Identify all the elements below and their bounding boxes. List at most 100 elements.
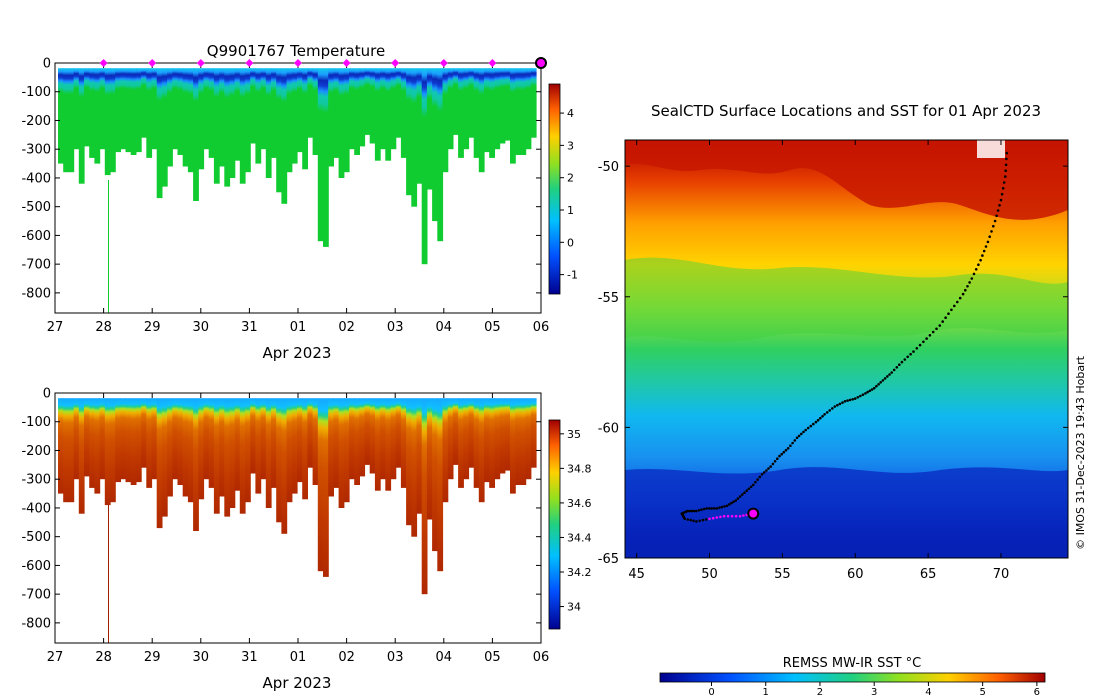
- profile-column: [478, 398, 485, 503]
- profile-column: [338, 68, 345, 178]
- x-tick-label: 06: [533, 320, 550, 335]
- profile-column: [234, 398, 241, 491]
- track-point: [705, 507, 708, 510]
- profile-column: [291, 68, 298, 164]
- profile-column: [213, 398, 220, 514]
- track-point: [1002, 181, 1006, 184]
- track-point: [864, 392, 867, 395]
- track-point: [935, 327, 938, 331]
- track-point: [749, 485, 753, 489]
- profile-column: [182, 398, 189, 497]
- profile-column: [390, 68, 397, 150]
- sst-green-front: [625, 257, 1068, 342]
- profile-column: [135, 68, 142, 153]
- track-point: [754, 480, 757, 484]
- track-point: [1005, 157, 1008, 161]
- track-point: [741, 493, 744, 496]
- profile-column: [177, 398, 184, 485]
- profile-column: [260, 398, 267, 480]
- track-point: [698, 519, 701, 523]
- map-x-tick-label: 65: [920, 567, 937, 582]
- x-tick-label: 28: [95, 320, 112, 335]
- track-point: [738, 514, 742, 518]
- profile-marker: [488, 59, 497, 67]
- track-point: [888, 373, 891, 376]
- track-point: [993, 219, 997, 223]
- track-point: [745, 489, 748, 493]
- track-point: [689, 518, 692, 522]
- track-point: [836, 403, 839, 407]
- profile-column: [489, 68, 495, 158]
- track-point: [793, 439, 797, 442]
- track-point: [953, 304, 956, 308]
- profile-column: [494, 398, 501, 480]
- colorbar-tick-label: -1: [567, 269, 578, 282]
- track-point: [789, 444, 792, 448]
- colorbar-tick-label: 34: [567, 601, 581, 614]
- track-point: [778, 454, 781, 458]
- track-point: [879, 381, 882, 384]
- profile-column: [58, 398, 64, 494]
- track-point: [722, 514, 726, 518]
- profile-column: [525, 398, 532, 480]
- sst-cold-band: [625, 467, 1068, 558]
- track-point: [1004, 169, 1007, 172]
- profile-column: [156, 398, 163, 529]
- profile-column: [89, 68, 95, 158]
- profile-column: [156, 68, 163, 199]
- profile-column: [385, 68, 392, 161]
- track-point: [941, 320, 944, 323]
- profile-column: [68, 68, 75, 173]
- profile-column: [447, 68, 454, 150]
- y-tick-label: -800: [21, 616, 51, 631]
- y-tick-label: -400: [21, 171, 51, 186]
- track-point: [686, 518, 689, 521]
- profile-column: [73, 68, 80, 150]
- track-point: [800, 432, 803, 436]
- track-point: [868, 389, 872, 393]
- profile-column: [265, 398, 272, 508]
- track-point: [881, 379, 885, 382]
- profile-column: [187, 398, 194, 503]
- profile-column: [343, 398, 350, 503]
- y-tick-label: -700: [21, 588, 51, 603]
- profile-column: [265, 68, 272, 178]
- track-point: [947, 312, 950, 316]
- y-tick-label: -700: [21, 258, 51, 273]
- profile-column: [421, 398, 428, 595]
- profile-column: [510, 68, 516, 164]
- profile-column: [193, 68, 199, 201]
- profile-column: [63, 398, 69, 503]
- profile-column: [291, 398, 298, 494]
- salinity-colorbar: [548, 419, 561, 630]
- profile-column: [73, 398, 80, 480]
- profile-column: [208, 398, 215, 488]
- profile-column: [110, 398, 116, 503]
- track-point: [875, 384, 878, 388]
- track-point: [776, 457, 779, 461]
- profile-column: [468, 68, 475, 138]
- profile-column: [302, 68, 308, 170]
- track-point: [756, 478, 759, 481]
- track-point: [968, 281, 971, 284]
- profile-column: [406, 398, 412, 526]
- profile-column: [276, 398, 282, 523]
- track-point: [964, 288, 967, 292]
- profile-column: [63, 68, 69, 173]
- track-point: [912, 350, 915, 353]
- track-point: [688, 509, 692, 513]
- sst-colorbar-label: REMSS MW-IR SST °C: [783, 656, 922, 671]
- track-point: [723, 505, 726, 508]
- x-tick-label: 01: [290, 650, 307, 665]
- colorbar-tick-label: 34.8: [567, 462, 592, 475]
- track-point: [979, 258, 982, 262]
- map-frame: [624, 139, 1069, 559]
- track-point: [797, 434, 801, 438]
- track-point: [715, 507, 719, 510]
- profile-column: [219, 398, 225, 497]
- track-point: [956, 300, 959, 304]
- track-point: [898, 363, 901, 367]
- profile-column: [317, 398, 324, 572]
- profile-column: [447, 398, 454, 480]
